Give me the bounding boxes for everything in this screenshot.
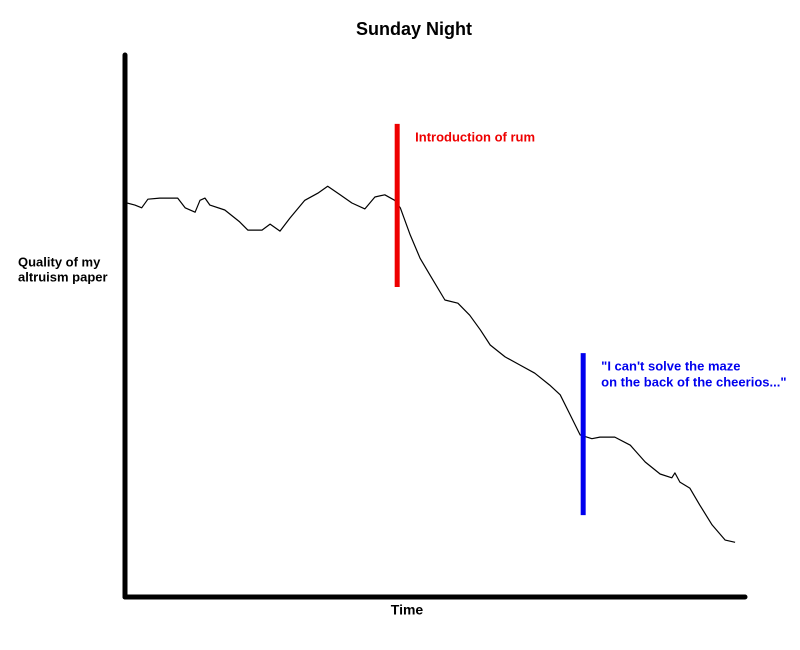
annotation-text: Introduction of rum bbox=[415, 129, 535, 144]
chart-title: Sunday Night bbox=[356, 19, 472, 39]
line-series bbox=[126, 185, 736, 543]
annotation-text: on the back of the cheerios..." bbox=[601, 375, 786, 390]
y-axis-label: Quality of my bbox=[18, 254, 101, 269]
y-axis-label: altruism paper bbox=[18, 269, 108, 284]
x-axis-label: Time bbox=[391, 602, 424, 618]
annotation-text: "I can't solve the maze bbox=[601, 359, 740, 374]
